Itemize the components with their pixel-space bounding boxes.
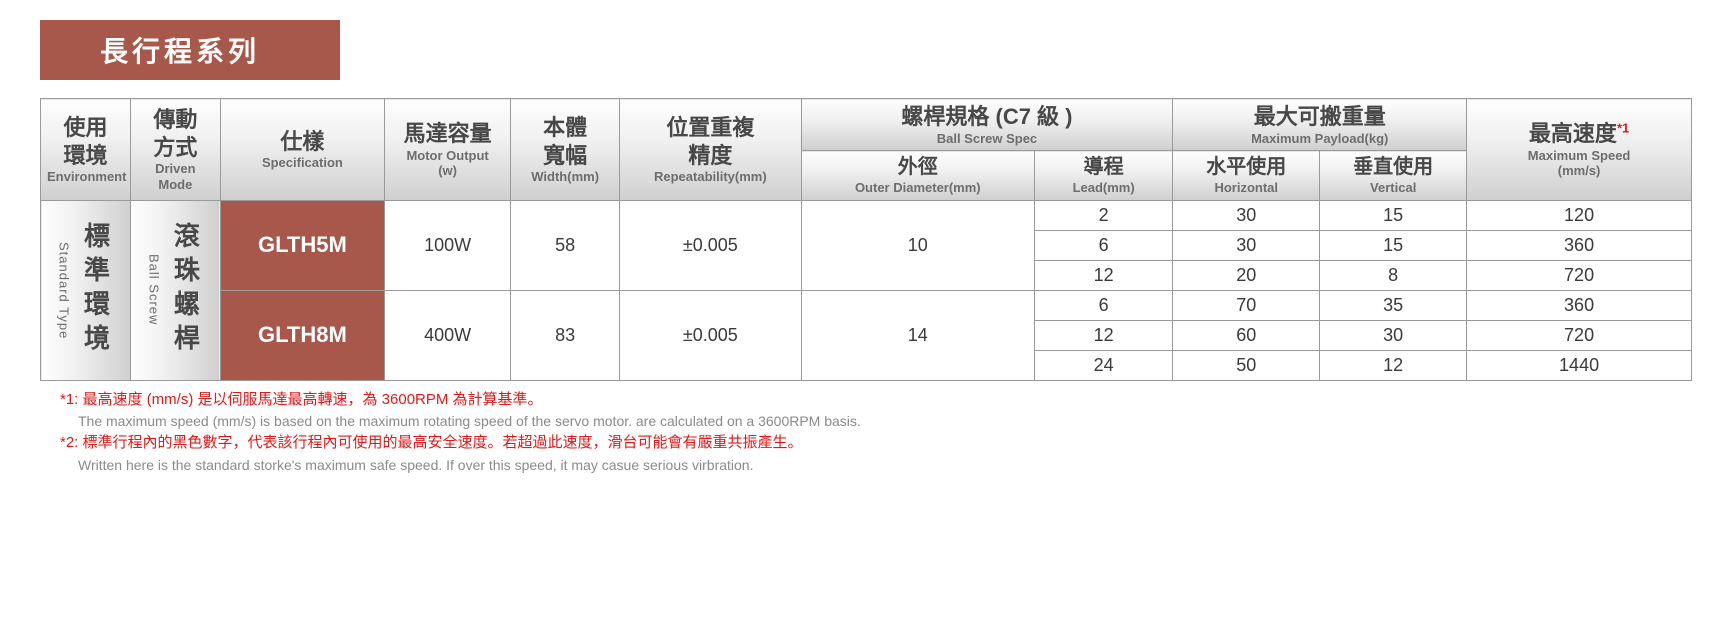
cell-vertical: 15 xyxy=(1320,230,1467,260)
footnote-2-red: *2: 標準行程內的黑色數字，代表該行程內可使用的最高安全速度。若超過此速度，滑… xyxy=(60,432,1692,455)
header-row-1: 使用環境Environment 傳動方式Driven Mode 仕樣Specif… xyxy=(41,99,1692,151)
cell-horizontal: 30 xyxy=(1173,200,1320,230)
cell-vertical: 12 xyxy=(1320,350,1467,380)
cell-lead: 6 xyxy=(1034,290,1172,320)
cell-outer-diameter: 10 xyxy=(801,200,1034,290)
cell-lead: 12 xyxy=(1034,260,1172,290)
drive-sub: Ball Screw xyxy=(146,254,161,325)
cell-horizontal: 70 xyxy=(1173,290,1320,320)
cell-environment: Standard Type 標準環境 xyxy=(41,200,131,380)
cell-spec-name: GLTH5M xyxy=(220,200,384,290)
table-row: Standard Type標準環境Ball Screw滾珠螺桿GLTH5M100… xyxy=(41,200,1692,230)
footnote-1-red: *1: 最高速度 (mm/s) 是以伺服馬達最高轉速，為 3600RPM 為計算… xyxy=(60,389,1692,412)
env-main: 標準環境 xyxy=(77,222,114,358)
cell-vertical: 8 xyxy=(1320,260,1467,290)
hdr-width: 本體寬幅Width(mm) xyxy=(511,99,620,201)
cell-speed: 1440 xyxy=(1467,350,1692,380)
cell-horizontal: 20 xyxy=(1173,260,1320,290)
cell-horizontal: 60 xyxy=(1173,320,1320,350)
hdr-screw-group: 螺桿規格 (C7 級 )Ball Screw Spec xyxy=(801,99,1173,151)
hdr-vertical: 垂直使用Vertical xyxy=(1320,151,1467,201)
hdr-env: 使用環境Environment xyxy=(41,99,131,201)
cell-driven-mode: Ball Screw 滾珠螺桿 xyxy=(130,200,220,380)
cell-horizontal: 50 xyxy=(1173,350,1320,380)
cell-motor: 100W xyxy=(385,200,511,290)
hdr-speed: 最高速度*1Maximum Speed(mm/s) xyxy=(1467,99,1692,201)
table-body: Standard Type 標準環境 Ball Screw 滾珠螺桿 GLTH5M100… xyxy=(41,200,1692,380)
cell-width: 83 xyxy=(511,290,620,380)
cell-speed: 120 xyxy=(1467,200,1692,230)
cell-speed: 360 xyxy=(1467,290,1692,320)
title-banner: 長行程系列 xyxy=(40,20,340,80)
cell-lead: 12 xyxy=(1034,320,1172,350)
hdr-spec: 仕樣Specification xyxy=(220,99,384,201)
cell-vertical: 15 xyxy=(1320,200,1467,230)
cell-horizontal: 30 xyxy=(1173,230,1320,260)
hdr-lead: 導程Lead(mm) xyxy=(1034,151,1172,201)
footnote-1-grey: The maximum speed (mm/s) is based on the… xyxy=(60,411,1692,432)
cell-speed: 360 xyxy=(1467,230,1692,260)
cell-speed: 720 xyxy=(1467,320,1692,350)
cell-repeatability: ±0.005 xyxy=(620,290,802,380)
cell-lead: 2 xyxy=(1034,200,1172,230)
env-sub: Standard Type xyxy=(56,242,71,339)
cell-outer-diameter: 14 xyxy=(801,290,1034,380)
cell-width: 58 xyxy=(511,200,620,290)
hdr-horizontal: 水平使用Horizontal xyxy=(1173,151,1320,201)
cell-lead: 6 xyxy=(1034,230,1172,260)
cell-repeatability: ±0.005 xyxy=(620,200,802,290)
hdr-motor: 馬達容量Motor Output(w) xyxy=(385,99,511,201)
cell-spec-name: GLTH8M xyxy=(220,290,384,380)
hdr-payload-group: 最大可搬重量Maximum Payload(kg) xyxy=(1173,99,1467,151)
cell-lead: 24 xyxy=(1034,350,1172,380)
hdr-rep: 位置重複精度Repeatability(mm) xyxy=(620,99,802,201)
drive-main: 滾珠螺桿 xyxy=(167,222,204,358)
cell-vertical: 30 xyxy=(1320,320,1467,350)
table-row: GLTH8M400W83±0.0051467035360 xyxy=(41,290,1692,320)
footnote-2-grey: Written here is the standard storke's ma… xyxy=(60,455,1692,476)
hdr-drive: 傳動方式Driven Mode xyxy=(130,99,220,201)
hdr-od: 外徑Outer Diameter(mm) xyxy=(801,151,1034,201)
cell-motor: 400W xyxy=(385,290,511,380)
spec-table: 使用環境Environment 傳動方式Driven Mode 仕樣Specif… xyxy=(40,98,1692,381)
footnotes: *1: 最高速度 (mm/s) 是以伺服馬達最高轉速，為 3600RPM 為計算… xyxy=(40,389,1692,476)
cell-speed: 720 xyxy=(1467,260,1692,290)
cell-vertical: 35 xyxy=(1320,290,1467,320)
